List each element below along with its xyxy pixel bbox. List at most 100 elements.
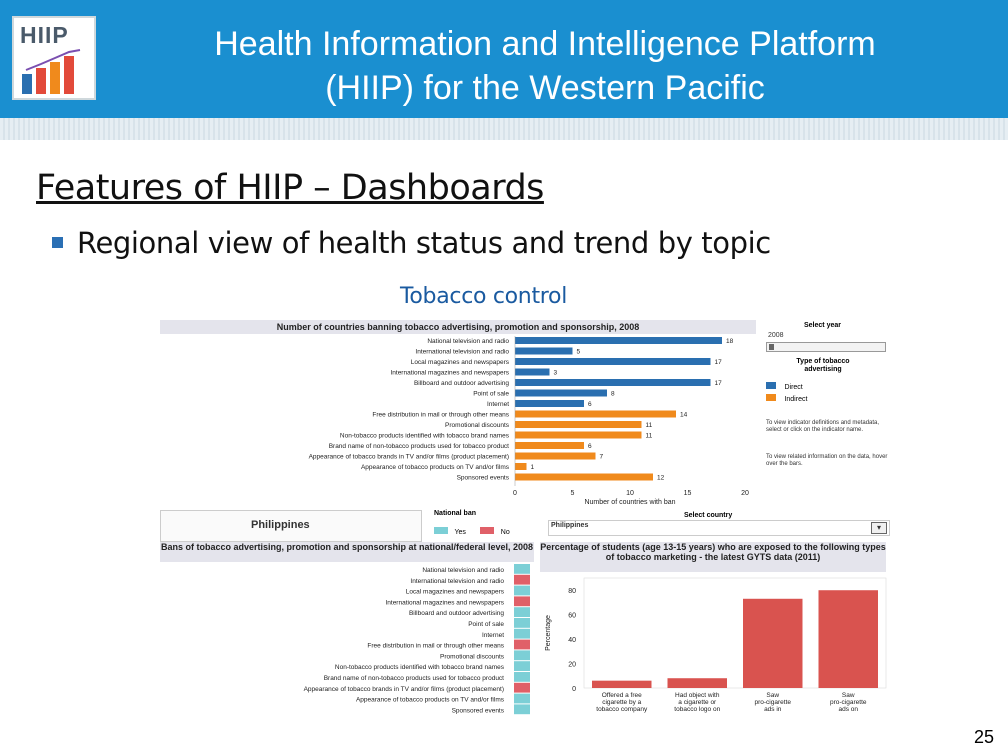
ban-row-label: Internet [482,632,504,639]
category-label: International magazines and newspapers [390,370,509,377]
bar-indirect [515,421,642,428]
pct-category-label: cigarette by a [602,699,641,706]
x-tick-label: 0 [513,490,517,497]
ban-row-label: Sponsored events [452,707,505,714]
national-ban-title: National ban [434,510,477,517]
x-axis-label: Number of countries with ban [584,499,675,506]
bar-value-label: 17 [715,380,723,387]
country-tab-label: Philippines [251,519,310,531]
top-chart-title: Number of countries banning tobacco adve… [277,322,640,332]
ban-status-cell [514,661,530,671]
ban-status-cell [514,564,530,574]
select-year-label: Select year [804,322,841,329]
ban-status-cell [514,574,530,585]
page-title: Health Information and Intelligence Plat… [110,22,980,110]
bar-direct [515,337,722,344]
ban-row-label: Point of sale [468,621,504,628]
country-tab[interactable]: Philippines [160,510,422,542]
bar-direct [515,400,584,407]
year-value: 2008 [768,332,784,339]
bar-direct [515,368,550,376]
bullet-square-icon [52,236,63,248]
bar-indirect [515,463,527,470]
ban-row-label: Free distribution in mail or through oth… [367,643,504,650]
bar-value-label: 18 [726,338,734,345]
slider-handle[interactable] [769,344,774,350]
ban-no-label: No [500,529,510,536]
pct-bar [592,680,652,688]
category-label: International television and radio [415,349,509,356]
country-select-value: Philippines [551,522,589,529]
bar-value-label: 14 [680,412,688,419]
ban-yes-label: Yes [454,529,466,536]
bans-table: National television and radio Internation… [304,564,530,714]
legend-direct-label: Direct [784,384,803,391]
legend-direct[interactable]: Direct [766,376,803,394]
category-label: Point of sale [473,391,509,398]
ban-row-label: International television and radio [410,578,504,585]
ban-row-label: National television and radio [422,567,504,574]
y-tick-label: 80 [568,588,576,595]
bullet-text: Regional view of health status and trend… [77,226,771,260]
bar-value-label: 8 [611,391,615,398]
bar-indirect [515,410,676,418]
ban-row-label: Appearance of tobacco products on TV and… [356,697,505,704]
select-country-label: Select country [684,512,733,519]
country-select[interactable]: Philippines ▾ [548,520,890,536]
ban-status-cell [514,672,530,682]
ban-row-label: Appearance of tobacco brands in TV and/o… [304,686,504,693]
ban-yes-swatch [434,527,448,534]
pct-category-label: ads on [838,706,858,713]
category-label: Appearance of tobacco products on TV and… [361,464,510,471]
ban-status-cell [514,628,530,639]
ban-no-swatch [480,527,495,534]
ban-status-cell [514,682,530,693]
bar-value-label: 1 [531,464,535,471]
pct-category-label: tobacco logo on [674,706,720,713]
y-tick-label: 0 [572,686,576,693]
y-tick-label: 40 [568,637,576,644]
ban-status-cell [514,693,530,704]
pct-category-label: pro-cigarette [755,699,792,706]
x-tick-label: 20 [741,490,749,497]
ban-status-cell [514,618,530,628]
bar-value-label: 3 [554,370,558,377]
pct-category-label: Had object with [675,692,720,699]
category-label: Promotional discounts [445,422,510,429]
bar-indirect [515,473,653,481]
category-label: Appearance of tobacco brands in TV and/o… [309,454,509,461]
top-bar-chart: Number of countries banning tobacco adve… [160,320,756,506]
ban-status-cell [514,596,530,607]
year-slider[interactable] [766,342,886,352]
y-tick-label: 60 [568,613,576,620]
subhead: Tobacco control [400,284,568,309]
bar-value-label: 6 [588,401,592,408]
category-label: Non-tobacco products identified with tob… [340,433,510,440]
pct-category-label: Saw [766,692,779,699]
header-banner: HIIP Health Information and Intelligence… [0,0,1008,118]
ban-status-cell [514,585,530,596]
x-tick-label: 5 [571,490,575,497]
category-label: Local magazines and newspapers [411,359,510,366]
hiip-logo: HIIP [12,16,96,100]
y-axis-label: Percentage [545,615,552,651]
national-ban-legend: National ban Yes No [434,510,524,536]
category-label: Sponsored events [457,475,510,482]
logo-chart-icon [22,49,81,94]
legend-indirect[interactable]: Indirect [766,388,807,406]
pct-category-label: Offered a free [602,692,642,699]
category-label: Internet [487,401,509,408]
bar-direct [515,379,711,386]
top-chart-title-bg [160,320,756,334]
ban-row-label: International magazines and newspapers [385,599,504,606]
title-line-2: (HIIP) for the Western Pacific [325,69,765,107]
category-label: Brand name of non-tobacco products used … [329,443,509,450]
bar-direct [515,347,573,355]
ban-row-label: Local magazines and newspapers [406,589,505,596]
bar-value-label: 11 [646,433,653,440]
chevron-down-icon[interactable]: ▾ [871,522,887,534]
pct-category-label: tobacco company [596,706,648,713]
logo-text: HIIP [20,22,69,48]
title-line-1: Health Information and Intelligence Plat… [214,25,876,63]
bar-direct [515,389,607,397]
